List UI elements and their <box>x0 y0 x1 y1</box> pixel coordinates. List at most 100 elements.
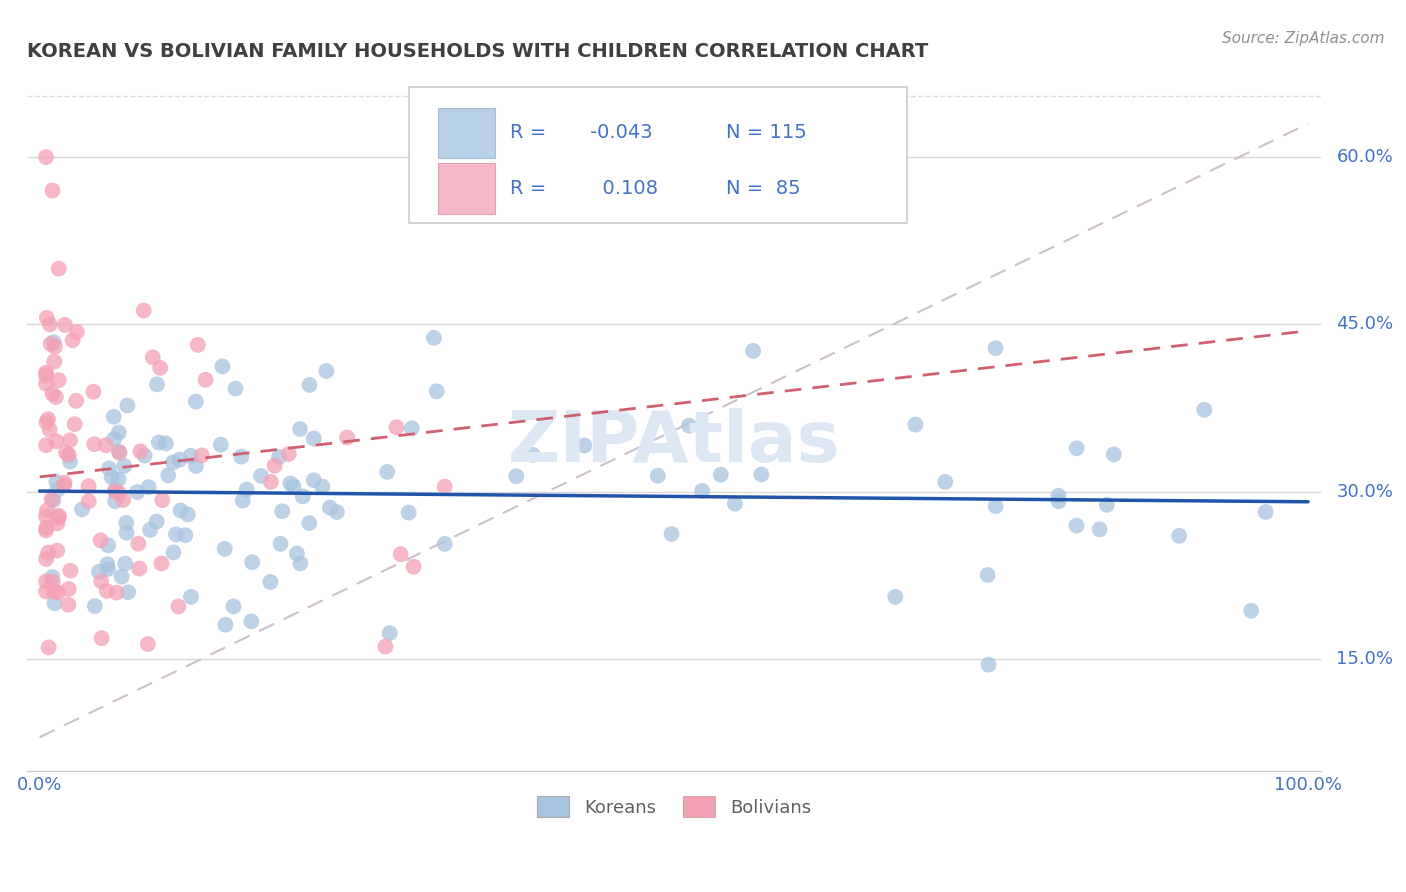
Point <box>53 475 76 490</box>
Point <box>35 574 58 589</box>
Point <box>398 506 420 520</box>
Point <box>231 450 253 464</box>
Point <box>59 564 82 578</box>
Point <box>302 432 325 446</box>
Point <box>108 446 131 460</box>
Point <box>35 438 58 452</box>
Point <box>319 500 342 515</box>
Text: N = 115: N = 115 <box>725 123 807 142</box>
Point <box>44 340 66 354</box>
Point <box>977 657 1000 672</box>
Point <box>42 584 65 599</box>
Point <box>1095 498 1118 512</box>
Point <box>59 434 82 448</box>
Point <box>378 626 401 640</box>
Point <box>209 438 232 452</box>
Point <box>53 318 76 332</box>
Text: KOREAN VS BOLIVIAN FAMILY HOUSEHOLDS WITH CHILDREN CORRELATION CHART: KOREAN VS BOLIVIAN FAMILY HOUSEHOLDS WIT… <box>27 42 928 61</box>
Point <box>87 565 110 579</box>
Point <box>177 508 200 522</box>
Point <box>100 470 122 484</box>
Point <box>984 499 1007 513</box>
Point <box>35 415 58 429</box>
Point <box>104 484 127 499</box>
Point <box>108 444 131 458</box>
Point <box>62 333 84 347</box>
Point <box>82 384 104 399</box>
Text: 45.0%: 45.0% <box>1336 316 1393 334</box>
Point <box>45 475 67 489</box>
Point <box>184 458 207 473</box>
Point <box>984 341 1007 355</box>
Point <box>41 574 63 589</box>
Point <box>155 436 177 450</box>
Point <box>250 469 273 483</box>
Legend: Koreans, Bolivians: Koreans, Bolivians <box>530 789 818 824</box>
Point <box>1254 505 1277 519</box>
Text: N =  85: N = 85 <box>725 179 800 198</box>
Point <box>128 561 150 575</box>
Point <box>1102 447 1125 461</box>
Point <box>83 437 105 451</box>
Point <box>41 492 63 507</box>
Point <box>162 545 184 559</box>
Text: 0.108: 0.108 <box>589 179 658 198</box>
Point <box>240 555 263 569</box>
Point <box>326 505 349 519</box>
Point <box>90 533 112 548</box>
Point <box>401 421 423 435</box>
Point <box>35 503 58 517</box>
Point <box>149 360 172 375</box>
Text: R =: R = <box>509 179 553 198</box>
Point <box>402 559 425 574</box>
Point <box>271 504 294 518</box>
Point <box>35 509 58 524</box>
Point <box>505 469 527 483</box>
Point <box>1194 402 1216 417</box>
Point <box>115 525 138 540</box>
Point <box>433 480 456 494</box>
Point <box>162 455 184 469</box>
Point <box>108 486 131 500</box>
Point <box>180 590 202 604</box>
Point <box>38 640 60 655</box>
Point <box>647 468 669 483</box>
Point <box>1066 442 1088 456</box>
Point <box>97 538 120 552</box>
FancyBboxPatch shape <box>409 87 907 223</box>
Point <box>77 494 100 508</box>
Point <box>574 438 596 452</box>
Point <box>426 384 449 399</box>
Point <box>240 615 263 629</box>
Point <box>59 455 82 469</box>
Point <box>146 377 169 392</box>
Point <box>311 480 333 494</box>
Point <box>48 510 70 524</box>
Point <box>157 468 180 483</box>
Point <box>46 543 69 558</box>
Point <box>1168 529 1191 543</box>
Point <box>288 422 311 436</box>
Point <box>235 483 257 497</box>
Point <box>148 435 170 450</box>
Point <box>742 343 765 358</box>
Point <box>104 494 127 508</box>
Point <box>104 483 127 497</box>
Point <box>132 303 155 318</box>
Point <box>661 527 683 541</box>
Point <box>678 418 700 433</box>
Point <box>136 637 159 651</box>
Point <box>110 569 132 583</box>
Point <box>42 335 65 350</box>
Point <box>145 515 167 529</box>
Point <box>35 524 58 538</box>
Point <box>37 412 59 426</box>
Point <box>211 359 233 374</box>
Point <box>298 377 321 392</box>
Point <box>46 585 69 599</box>
Point <box>423 331 446 345</box>
Text: -0.043: -0.043 <box>589 123 652 142</box>
Point <box>48 373 70 387</box>
Point <box>55 446 77 460</box>
Point <box>214 541 236 556</box>
